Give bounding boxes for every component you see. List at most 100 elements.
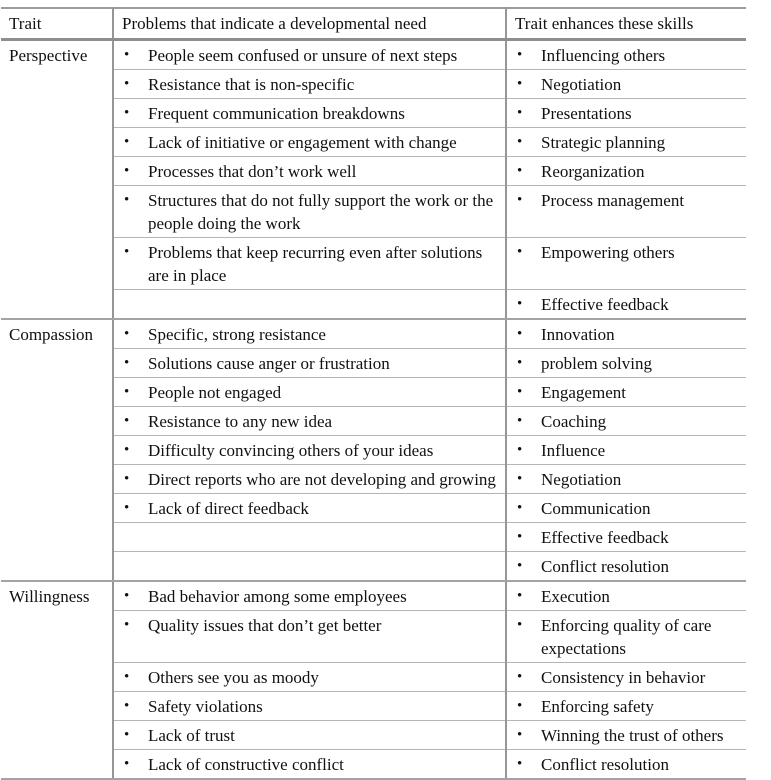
list-item: • Engagement xyxy=(507,381,744,404)
list-item: • Solutions cause anger or frustration xyxy=(114,352,503,375)
list-item: • Effective feedback xyxy=(507,526,744,549)
problem-cell xyxy=(112,522,506,552)
list-item: • Conflict resolution xyxy=(507,753,744,776)
problem-text: People seem confused or unsure of next s… xyxy=(148,46,458,65)
skill-text: Communication xyxy=(541,499,651,518)
bullet-icon: • xyxy=(517,471,523,487)
list-item: • Presentations xyxy=(507,102,744,125)
list-item: • Direct reports who are not developing a… xyxy=(114,468,503,491)
skill-text: Negotiation xyxy=(541,470,622,489)
problem-cell: • Lack of constructive conflict xyxy=(112,749,506,780)
skill-cell: • Enforcing safety xyxy=(505,691,746,721)
table-row: • Conflict resolution xyxy=(1,551,746,582)
table-row: • Effective feedback xyxy=(1,289,746,320)
list-item: • Conflict resolution xyxy=(507,555,744,578)
bullet-icon: • xyxy=(124,326,130,342)
problem-cell: • Lack of direct feedback xyxy=(112,493,506,523)
bullet-icon: • xyxy=(517,617,523,633)
problem-text: Resistance to any new idea xyxy=(148,412,333,431)
trait-cell: Willingness xyxy=(1,581,113,780)
bullet-icon: • xyxy=(517,163,523,179)
table-row: • Structures that do not fully support th… xyxy=(1,185,746,238)
bullet-icon: • xyxy=(517,727,523,743)
bullet-icon: • xyxy=(517,500,523,516)
skill-cell: • Negotiation xyxy=(505,69,746,99)
bullet-icon: • xyxy=(517,442,523,458)
problem-text: Direct reports who are not developing an… xyxy=(148,470,496,489)
table-header: Trait Problems that indicate a developme… xyxy=(1,8,746,41)
table-row: • Solutions cause anger or frustration • pr… xyxy=(1,348,746,378)
table-row: • Effective feedback xyxy=(1,522,746,552)
problem-text: Frequent communication breakdowns xyxy=(148,104,405,123)
bullet-icon: • xyxy=(124,413,130,429)
list-item: • Lack of constructive conflict xyxy=(114,753,503,776)
bullet-icon: • xyxy=(517,76,523,92)
problem-text: Bad behavior among some employees xyxy=(148,587,407,606)
list-item: • Coaching xyxy=(507,410,744,433)
bullet-icon: • xyxy=(124,192,130,208)
list-item: • Bad behavior among some employees xyxy=(114,585,503,608)
bullet-icon: • xyxy=(517,698,523,714)
problem-cell: • Lack of initiative or engagement with c… xyxy=(112,127,506,157)
skill-cell: • Presentations xyxy=(505,98,746,128)
bullet-icon: • xyxy=(517,134,523,150)
skill-cell: • Communication xyxy=(505,493,746,523)
table-row: Perspective • People seem confused or unsu… xyxy=(1,39,746,320)
skill-text: Effective feedback xyxy=(541,528,669,547)
skill-text: Reorganization xyxy=(541,162,645,181)
bullet-icon: • xyxy=(517,244,523,260)
list-item: • Reorganization xyxy=(507,160,744,183)
skill-cell: • Negotiation xyxy=(505,464,746,494)
list-item: • Winning the trust of others xyxy=(507,724,744,747)
table-row: • Lack of initiative or engagement with c… xyxy=(1,127,746,157)
problem-cell: • Resistance that is non-specific xyxy=(112,69,506,99)
list-item: • People not engaged xyxy=(114,381,503,404)
table-row: • Lack of trust • Winning the trust of othe… xyxy=(1,720,746,750)
bullet-icon: • xyxy=(124,76,130,92)
bullet-icon: • xyxy=(124,727,130,743)
bullet-icon: • xyxy=(124,698,130,714)
problem-text: Difficulty convincing others of your ide… xyxy=(148,441,434,460)
table-row: Willingness • Bad behavior among some empl… xyxy=(1,581,746,780)
table-row: • Resistance that is non-specific • Negotia… xyxy=(1,69,746,99)
table-row: • Resistance to any new idea • Coaching xyxy=(1,406,746,436)
table-body: Perspective • People seem confused or unsu… xyxy=(1,39,746,780)
bullet-icon: • xyxy=(124,500,130,516)
skill-cell: • Winning the trust of others xyxy=(505,720,746,750)
skill-text: Coaching xyxy=(541,412,607,431)
skill-cell: • Process management xyxy=(505,185,746,238)
table-row: • Safety violations • Enforcing safety xyxy=(1,691,746,721)
skill-cell: • Execution xyxy=(505,581,746,611)
problem-text: Solutions cause anger or frustration xyxy=(148,354,390,373)
skill-cell: • Enforcing quality of care expectations xyxy=(505,610,746,663)
bullet-icon: • xyxy=(517,588,523,604)
problem-cell: • Processes that don’t work well xyxy=(112,156,506,186)
bullet-icon: • xyxy=(517,413,523,429)
problem-text: Lack of direct feedback xyxy=(148,499,309,518)
list-item: • Lack of initiative or engagement with c… xyxy=(114,131,503,154)
trait-cell: Perspective xyxy=(1,39,113,320)
problem-text: Lack of constructive conflict xyxy=(148,755,344,774)
skill-text: Empowering others xyxy=(541,243,675,262)
skill-cell: • Strategic planning xyxy=(505,127,746,157)
problem-cell: • Problems that keep recurring even after… xyxy=(112,237,506,290)
skill-cell: • Empowering others xyxy=(505,237,746,290)
list-item: • Enforcing quality of care expectations xyxy=(507,614,744,660)
list-item: • Influence xyxy=(507,439,744,462)
bullet-icon: • xyxy=(517,756,523,772)
list-item: • Safety violations xyxy=(114,695,503,718)
list-item: • Specific, strong resistance xyxy=(114,323,503,346)
skill-text: problem solving xyxy=(541,354,652,373)
table-row: • Lack of constructive conflict • Conflict … xyxy=(1,749,746,780)
problem-cell xyxy=(112,551,506,582)
problem-text: Others see you as moody xyxy=(148,668,319,687)
skill-text: Enforcing safety xyxy=(541,697,654,716)
table-row: • Lack of direct feedback • Communication xyxy=(1,493,746,523)
list-item: • Empowering others xyxy=(507,241,744,264)
problem-text: Safety violations xyxy=(148,697,263,716)
problem-cell: • Direct reports who are not developing a… xyxy=(112,464,506,494)
bullet-icon: • xyxy=(124,756,130,772)
bullet-icon: • xyxy=(517,669,523,685)
bullet-icon: • xyxy=(124,244,130,260)
